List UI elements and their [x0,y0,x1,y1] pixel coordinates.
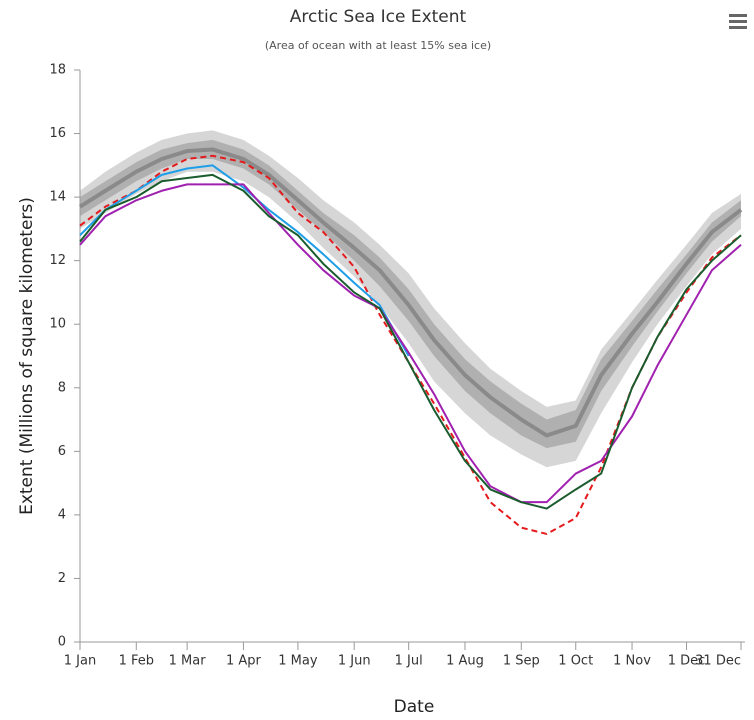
y-tick-label: 12 [49,253,66,268]
y-tick-label: 14 [49,190,66,205]
x-tick-label: 1 Feb [119,654,154,669]
x-tick-label: 1 Dec [668,654,706,669]
x-tick-label: 1 Jun [338,654,371,669]
x-tick-label: 1 Mar [169,654,207,669]
chart-subtitle: (Area of ocean with at least 15% sea ice… [265,39,491,52]
menu-bar[interactable] [729,26,747,29]
y-tick-label: 18 [49,63,66,78]
y-tick-label: 10 [49,317,66,332]
menu-bar[interactable] [729,20,747,23]
y-tick-label: 4 [58,507,66,522]
x-tick-label: 1 Oct [558,654,593,669]
x-axis-title: Date [394,697,435,717]
x-tick-label: 1 Aug [446,654,484,669]
y-axis-title: Extent (Millions of square kilometers) [17,197,37,515]
y-tick-label: 2 [58,571,66,586]
series-line [78,147,743,438]
series-line [79,183,742,504]
x-tick-label: 1 May [278,654,318,669]
x-tick-label: 1 Apr [226,654,262,669]
x-tick-label: 1 Sep [503,654,540,669]
chart-title: Arctic Sea Ice Extent [290,7,467,27]
x-tick-label: 1 Jan [64,654,96,669]
series-line [79,173,742,510]
menu-bar[interactable] [729,14,747,17]
x-tick-label: 1 Nov [613,654,651,669]
y-tick-label: 16 [49,126,66,141]
y-tick-label: 8 [58,380,66,395]
range-band [80,139,741,449]
x-tick-label: 1 Jul [395,654,423,669]
menu-button[interactable] [729,14,747,29]
y-tick-label: 6 [58,444,66,459]
y-tick-label: 0 [58,635,66,650]
series-line [79,164,410,357]
x-tick-label: 31 Dec [695,654,741,669]
